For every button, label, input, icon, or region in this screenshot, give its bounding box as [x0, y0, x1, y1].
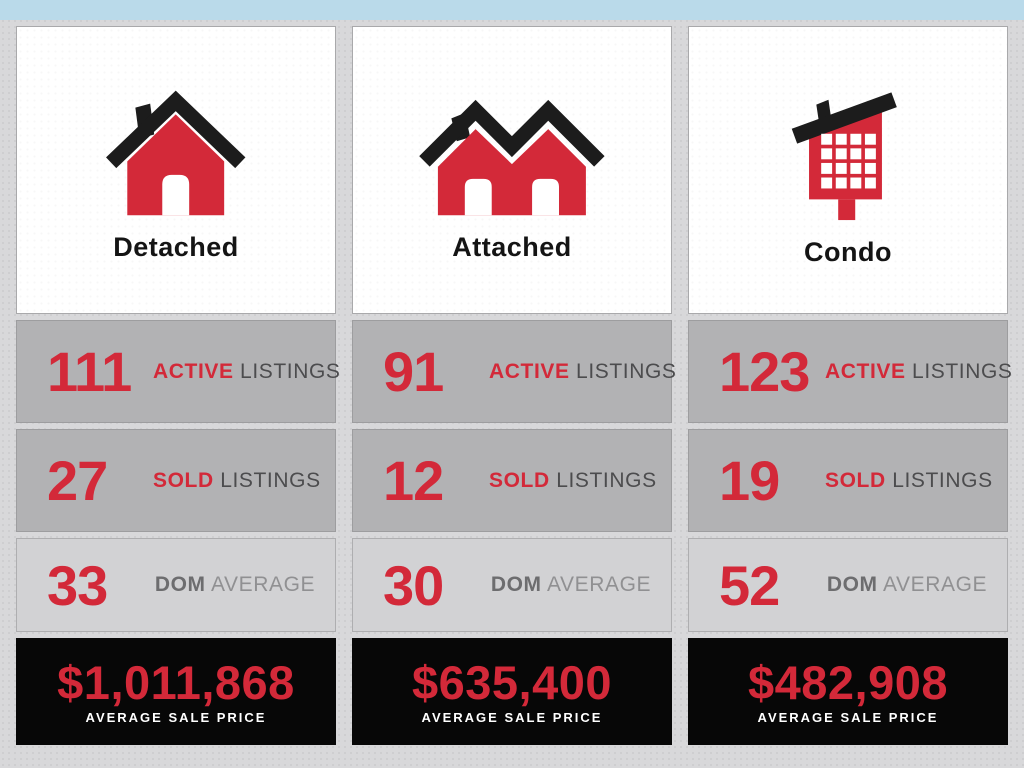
average-sale-price-band: $482,908 AVERAGE SALE PRICE [688, 638, 1008, 745]
property-type-card-attached: Attached [352, 26, 672, 314]
property-type-label: Condo [804, 236, 892, 267]
dom-average-label: DOM AVERAGE [153, 573, 317, 597]
attached-house-icon [419, 99, 605, 215]
detached-house-icon [106, 90, 246, 215]
columns-row: Detached 111 ACTIVE LISTINGS 27 SOLD LIS… [0, 20, 1024, 745]
property-type-card-detached: Detached [16, 26, 336, 314]
sold-listings-band: 12 SOLD LISTINGS [352, 429, 672, 532]
listings-word: LISTINGS [892, 468, 993, 492]
sold-listings-label: SOLD LISTINGS [489, 469, 657, 493]
property-type-label: Detached [113, 231, 239, 262]
dom-average-label: DOM AVERAGE [825, 573, 989, 597]
average-sale-price: $635,400 [411, 655, 613, 709]
average-sale-price-caption: AVERAGE SALE PRICE [421, 710, 603, 726]
average-word: AVERAGE [210, 573, 316, 596]
active-word: ACTIVE [825, 359, 906, 383]
active-listings-band: 123 ACTIVE LISTINGS [688, 320, 1012, 423]
sold-word: SOLD [489, 468, 550, 492]
average-sale-price-band: $635,400 AVERAGE SALE PRICE [352, 638, 672, 745]
sold-count: 27 [47, 449, 108, 512]
active-listings-label: ACTIVE LISTINGS [489, 360, 677, 384]
column-attached: Attached 91 ACTIVE LISTINGS 12 SOLD LIST… [352, 26, 676, 745]
active-listings-label: ACTIVE LISTINGS [825, 360, 1013, 384]
active-word: ACTIVE [153, 359, 234, 383]
dom-count: 30 [383, 553, 444, 617]
active-listings-band: 111 ACTIVE LISTINGS [16, 320, 340, 423]
dom-word: DOM [490, 573, 542, 596]
condo-icon [791, 91, 897, 220]
active-word: ACTIVE [489, 359, 570, 383]
active-count: 123 [719, 340, 810, 403]
dom-average-band: 30 DOM AVERAGE [352, 538, 672, 632]
dom-average-label: DOM AVERAGE [489, 573, 653, 597]
dom-average-band: 33 DOM AVERAGE [16, 538, 336, 632]
sold-count: 19 [719, 449, 780, 512]
sold-listings-label: SOLD LISTINGS [825, 469, 993, 493]
average-sale-price: $482,908 [747, 655, 949, 709]
listings-word: LISTINGS [576, 359, 677, 383]
active-listings-band: 91 ACTIVE LISTINGS [352, 320, 676, 423]
sold-word: SOLD [825, 468, 886, 492]
column-condo: Condo 123 ACTIVE LISTINGS 19 SOLD LISTIN… [688, 26, 1012, 745]
listings-word: LISTINGS [912, 359, 1013, 383]
average-sale-price-caption: AVERAGE SALE PRICE [757, 710, 939, 726]
listings-word: LISTINGS [240, 359, 341, 383]
dom-word: DOM [154, 573, 206, 596]
active-count: 91 [383, 340, 444, 403]
active-count: 111 [47, 340, 132, 403]
average-word: AVERAGE [882, 573, 988, 596]
average-sale-price-caption: AVERAGE SALE PRICE [85, 710, 267, 726]
dom-word: DOM [826, 573, 878, 596]
average-sale-price-band: $1,011,868 AVERAGE SALE PRICE [16, 638, 336, 745]
sold-listings-band: 19 SOLD LISTINGS [688, 429, 1008, 532]
average-sale-price: $1,011,868 [57, 655, 295, 709]
top-strip [0, 0, 1024, 20]
sold-count: 12 [383, 449, 444, 512]
active-listings-label: ACTIVE LISTINGS [153, 360, 341, 384]
sold-listings-band: 27 SOLD LISTINGS [16, 429, 336, 532]
column-detached: Detached 111 ACTIVE LISTINGS 27 SOLD LIS… [16, 26, 340, 745]
property-type-card-condo: Condo [688, 26, 1008, 314]
property-type-label: Attached [452, 231, 572, 262]
average-word: AVERAGE [546, 573, 652, 596]
sold-listings-label: SOLD LISTINGS [153, 469, 321, 493]
sold-word: SOLD [153, 468, 214, 492]
listings-word: LISTINGS [556, 468, 657, 492]
dom-count: 52 [719, 553, 780, 617]
dom-count: 33 [47, 553, 108, 617]
dom-average-band: 52 DOM AVERAGE [688, 538, 1008, 632]
listings-word: LISTINGS [220, 468, 321, 492]
